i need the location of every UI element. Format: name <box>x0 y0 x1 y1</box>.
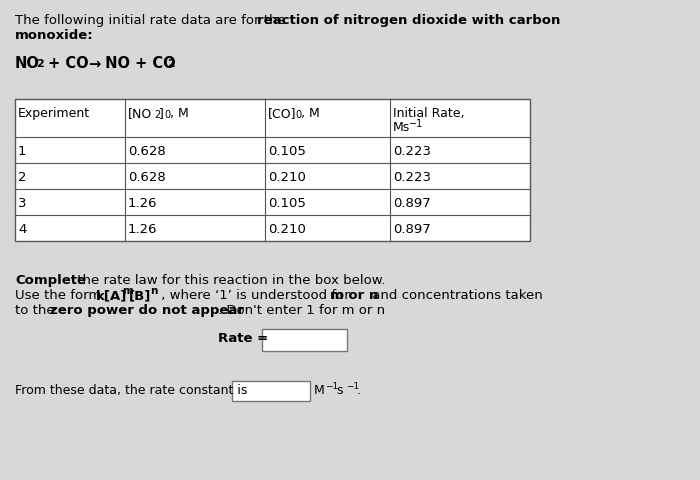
Text: s: s <box>336 383 342 396</box>
Text: , where ‘1’ is understood for: , where ‘1’ is understood for <box>157 288 354 301</box>
Text: From these data, the rate constant is: From these data, the rate constant is <box>15 383 247 396</box>
Text: and concentrations taken: and concentrations taken <box>368 288 542 301</box>
Text: the rate law for this reaction in the box below.: the rate law for this reaction in the bo… <box>73 274 386 287</box>
Text: 0: 0 <box>295 109 301 119</box>
Text: −1: −1 <box>346 381 359 390</box>
Text: .: . <box>357 383 361 396</box>
Text: ]: ] <box>159 107 164 120</box>
Text: , M: , M <box>170 107 189 120</box>
Text: 2: 2 <box>167 59 175 69</box>
Text: −1: −1 <box>409 119 423 129</box>
Text: 0.105: 0.105 <box>268 144 306 157</box>
Text: 0: 0 <box>164 109 170 119</box>
Text: 2: 2 <box>18 171 27 184</box>
Text: 0.210: 0.210 <box>268 223 306 236</box>
Text: [CO]: [CO] <box>268 107 297 120</box>
Text: 0.223: 0.223 <box>393 144 431 157</box>
Text: NO: NO <box>15 56 40 71</box>
Text: n: n <box>150 286 158 295</box>
Text: 0.897: 0.897 <box>393 223 430 236</box>
Text: 2: 2 <box>36 59 43 69</box>
Text: 0.897: 0.897 <box>393 197 430 210</box>
Text: Ms: Ms <box>393 121 410 134</box>
Bar <box>232 381 310 401</box>
Text: 0.105: 0.105 <box>268 197 306 210</box>
Text: →: → <box>88 56 100 71</box>
Text: 0.628: 0.628 <box>128 171 166 184</box>
Text: monoxide:: monoxide: <box>15 29 94 42</box>
Text: Complete: Complete <box>15 274 86 287</box>
Text: Initial Rate,: Initial Rate, <box>393 107 465 120</box>
Bar <box>15 100 530 241</box>
Text: 1: 1 <box>18 144 27 157</box>
Text: 0.210: 0.210 <box>268 171 306 184</box>
Text: m: m <box>122 286 133 295</box>
Text: zero power do not appear: zero power do not appear <box>50 303 244 316</box>
Bar <box>262 329 347 351</box>
Text: k[A]: k[A] <box>96 288 127 301</box>
Text: Rate =: Rate = <box>218 331 268 344</box>
Text: 2: 2 <box>154 110 160 120</box>
Text: reaction of nitrogen dioxide with carbon: reaction of nitrogen dioxide with carbon <box>257 14 561 27</box>
Text: [B]: [B] <box>129 288 151 301</box>
Text: NO + CO: NO + CO <box>100 56 176 71</box>
Text: 0.628: 0.628 <box>128 144 166 157</box>
Text: 0.223: 0.223 <box>393 171 431 184</box>
Text: + CO: + CO <box>43 56 94 71</box>
Text: 4: 4 <box>18 223 27 236</box>
Text: 1.26: 1.26 <box>128 223 158 236</box>
Text: [NO: [NO <box>128 107 153 120</box>
Text: to the: to the <box>15 303 59 316</box>
Text: −1: −1 <box>325 381 338 390</box>
Text: , M: , M <box>301 107 320 120</box>
Text: Use the form: Use the form <box>15 288 106 301</box>
Text: Experiment: Experiment <box>18 107 90 120</box>
Text: m or n: m or n <box>330 288 378 301</box>
Text: M: M <box>314 383 325 396</box>
Text: 1.26: 1.26 <box>128 197 158 210</box>
Text: . Don't enter 1 for m or n: . Don't enter 1 for m or n <box>218 303 385 316</box>
Text: 3: 3 <box>18 197 27 210</box>
Text: The following initial rate data are for the: The following initial rate data are for … <box>15 14 290 27</box>
